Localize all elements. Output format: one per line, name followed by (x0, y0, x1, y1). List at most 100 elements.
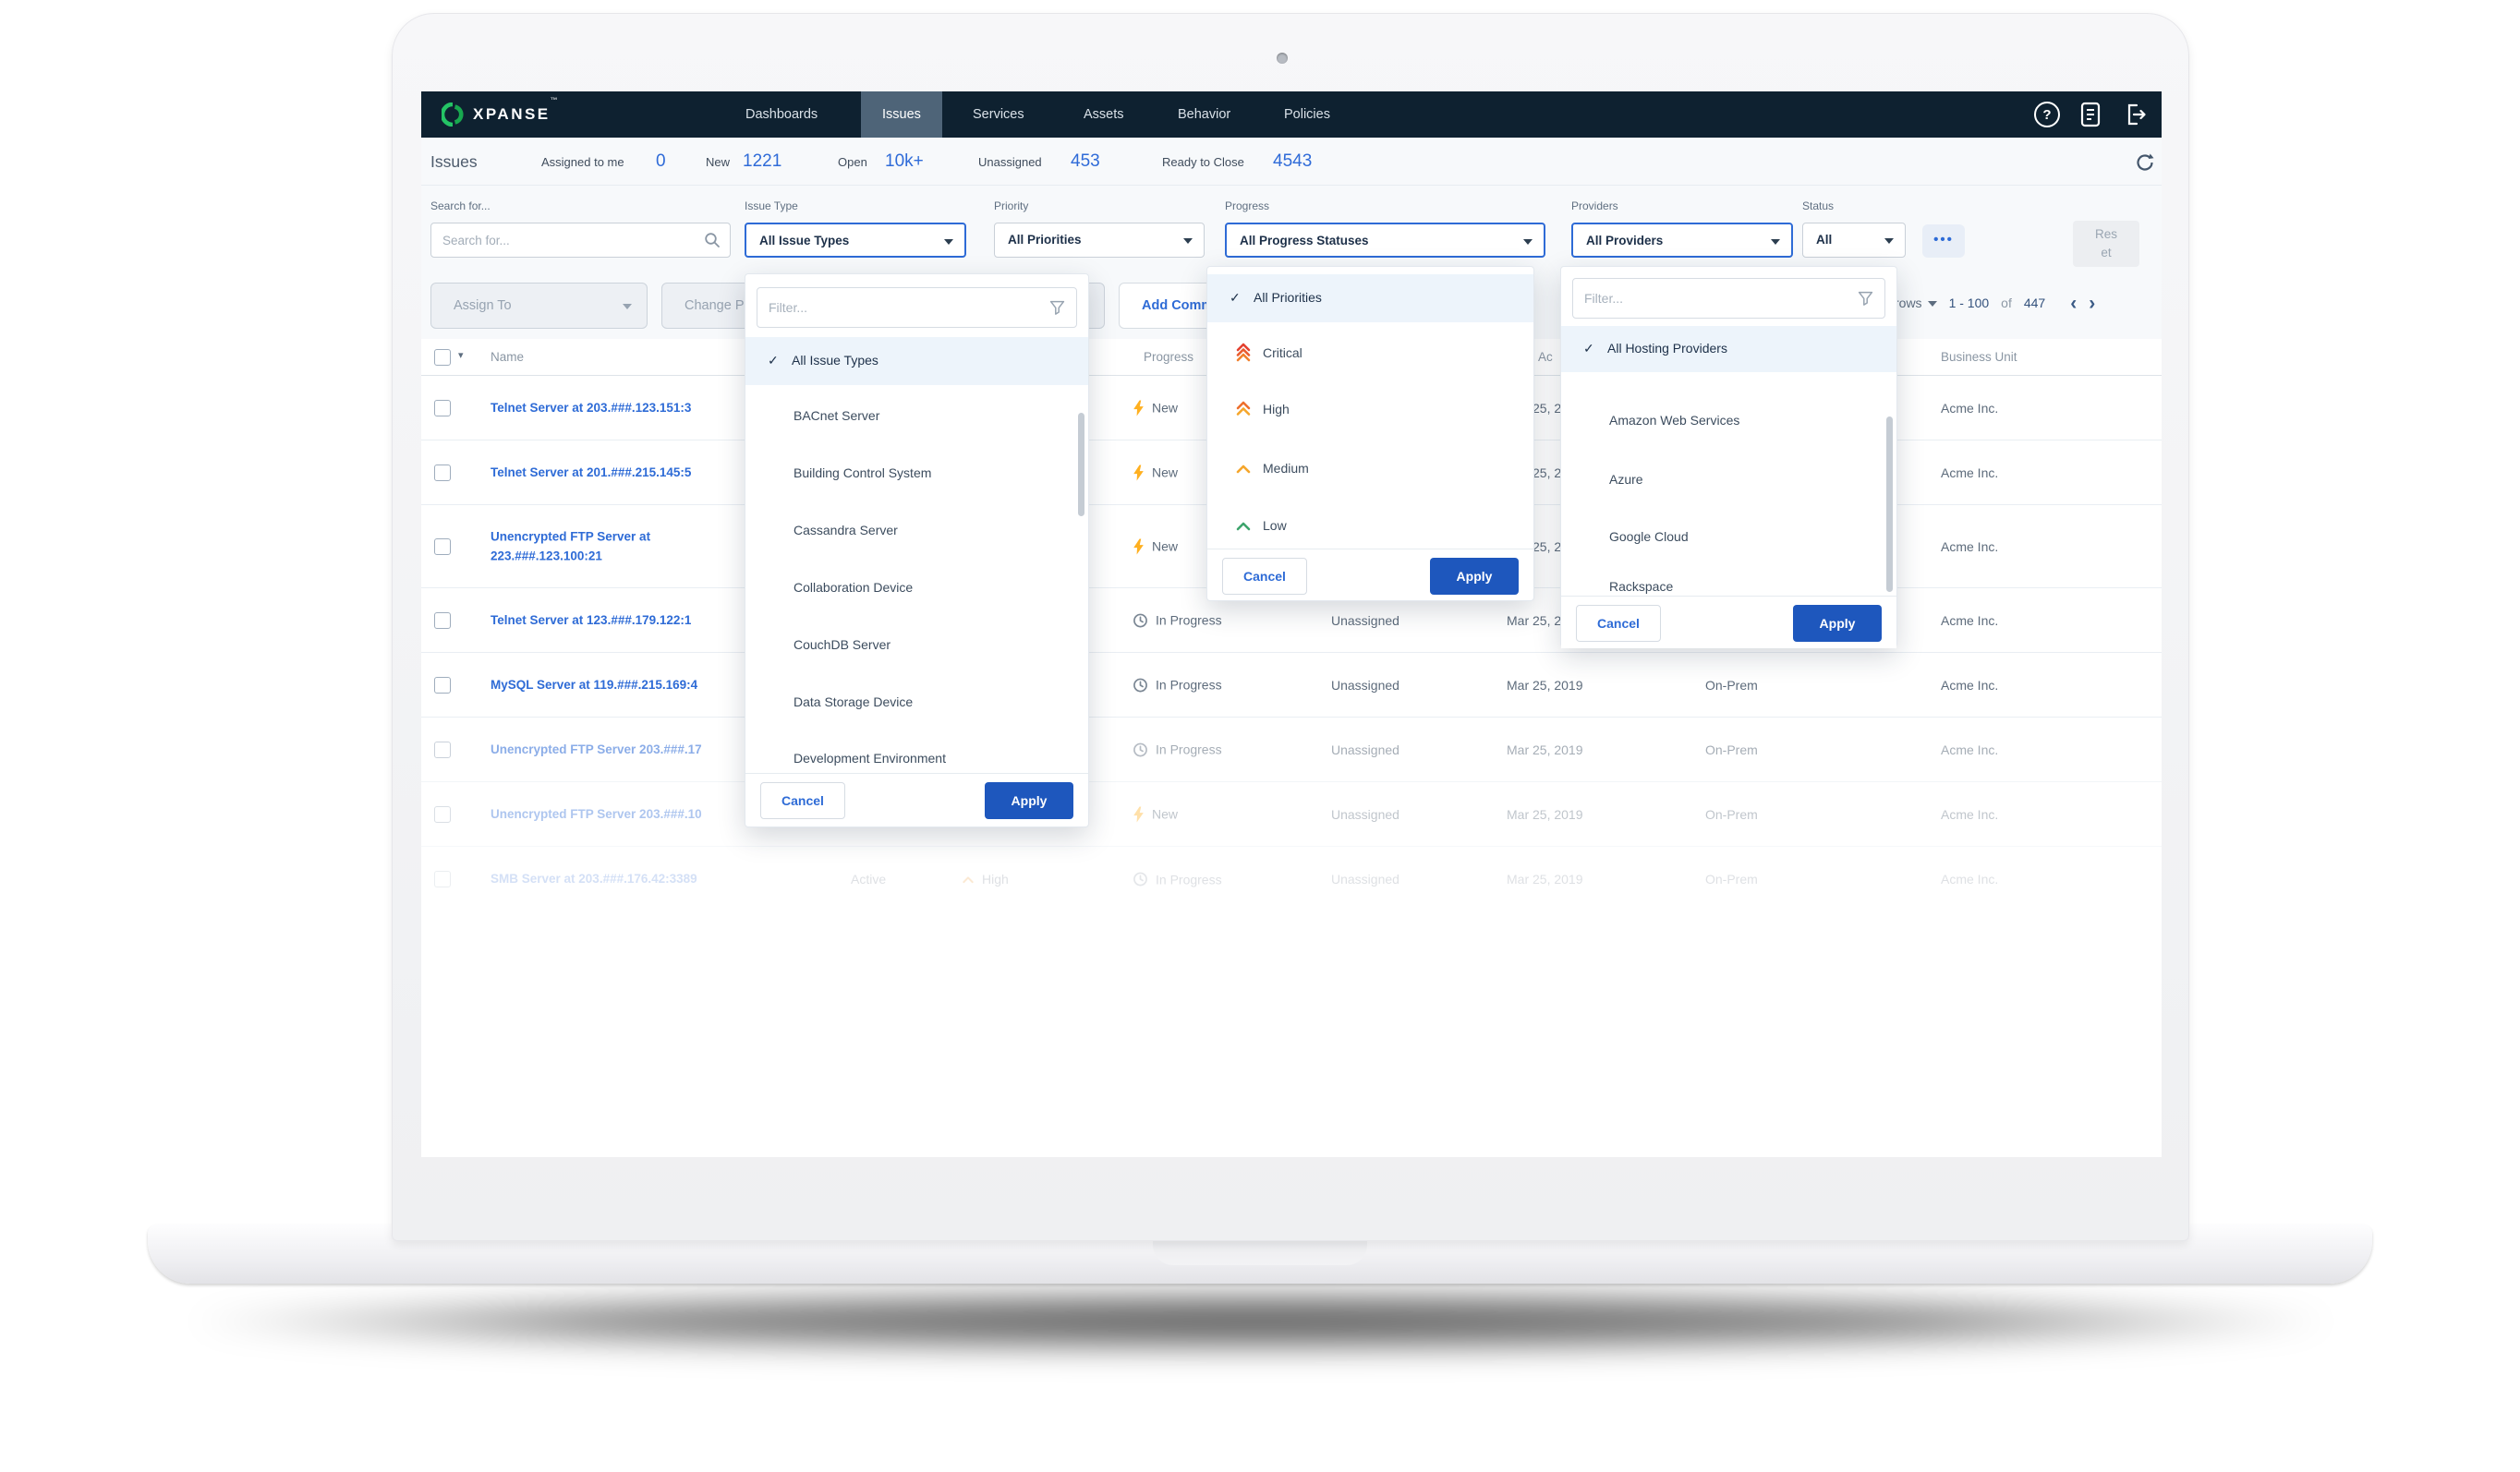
laptop-bezel: XPANSE™ Dashboards Issues Services Asset… (392, 13, 2189, 1241)
table-row: SMB Server at 203.###.176.42:3389 Active… (421, 847, 2162, 911)
funnel-icon (1049, 300, 1065, 315)
provider-option[interactable]: Azure (1609, 472, 1643, 487)
laptop-shadow (199, 1289, 2323, 1354)
issue-name-link[interactable]: Telnet Server at 201.###.215.145:5 (491, 465, 692, 479)
new-bolt-icon (1133, 538, 1144, 554)
providers-filter-input[interactable] (1584, 279, 1818, 318)
stat-label-assigned: Assigned to me (541, 155, 624, 169)
providers-option-all[interactable]: ✓ All Hosting Providers (1561, 326, 1896, 372)
nav-item-policies[interactable]: Policies (1284, 107, 1330, 122)
col-header-name[interactable]: Name (491, 350, 525, 364)
cancel-button[interactable]: Cancel (1576, 605, 1661, 642)
priority-option-high[interactable]: High (1235, 401, 1290, 416)
nav-item-services[interactable]: Services (973, 107, 1024, 122)
business-unit-cell: Acme Inc. (1941, 742, 1999, 757)
row-checkbox[interactable] (434, 806, 451, 823)
dropdown-scrollbar[interactable] (1078, 413, 1084, 516)
issue-type-option[interactable]: Development Environment (794, 751, 946, 766)
help-icon[interactable]: ? (2034, 102, 2062, 127)
next-page-button[interactable]: › (2089, 292, 2096, 314)
col-header-progress[interactable]: Progress (1144, 350, 1194, 364)
issue-type-label: Issue Type (745, 199, 798, 212)
nav-item-dashboards[interactable]: Dashboards (745, 107, 818, 122)
new-bolt-icon (1133, 465, 1144, 480)
row-checkbox[interactable] (434, 677, 451, 694)
chevron-down-icon (1523, 239, 1533, 245)
issue-type-option[interactable]: BACnet Server (794, 408, 880, 423)
logout-icon[interactable] (2123, 102, 2150, 127)
issue-name-link[interactable]: Telnet Server at 123.###.179.122:1 (491, 612, 692, 627)
business-unit-cell: Acme Inc. (1941, 677, 1999, 693)
nav-item-behavior[interactable]: Behavior (1178, 107, 1231, 122)
progress-select[interactable]: All Progress Statuses (1225, 223, 1545, 258)
top-nav: XPANSE™ Dashboards Issues Services Asset… (421, 91, 2162, 138)
progress-cell: New (1133, 538, 1178, 554)
issue-type-select[interactable]: All Issue Types (745, 223, 966, 258)
provider-option[interactable]: Amazon Web Services (1609, 413, 1740, 428)
issue-name-link[interactable]: Telnet Server at 203.###.123.151:3 (491, 400, 692, 415)
check-icon: ✓ (1583, 341, 1594, 356)
issue-type-option[interactable]: Collaboration Device (794, 580, 914, 595)
provider-option[interactable]: Rackspace (1609, 579, 1674, 594)
stat-value-unassigned[interactable]: 453 (1071, 151, 1100, 171)
issue-name-link[interactable]: Unencrypted FTP Server at 223.###.123.10… (491, 528, 651, 563)
issue-type-option[interactable]: CouchDB Server (794, 637, 891, 652)
priority-low-icon (1236, 522, 1251, 530)
in-progress-clock-icon (1133, 678, 1147, 692)
search-input[interactable] (442, 223, 701, 257)
check-icon: ✓ (768, 353, 779, 368)
status-select[interactable]: All (1802, 223, 1906, 258)
priority-option-critical[interactable]: Critical (1235, 343, 1302, 362)
row-checkbox[interactable] (434, 538, 451, 555)
stat-value-new[interactable]: 1221 (743, 151, 782, 171)
rows-per-page-select[interactable]: rows (1895, 296, 1937, 310)
issue-name-link[interactable]: MySQL Server at 119.###.215.169:4 (491, 677, 698, 692)
apply-button[interactable]: Apply (1793, 605, 1882, 642)
priority-high-icon (1236, 401, 1251, 416)
priority-option-all[interactable]: ✓ All Priorities (1207, 274, 1533, 322)
table-row: Unencrypted FTP Server 203.###.10 New Un… (421, 782, 2162, 847)
select-all-checkbox[interactable] (434, 349, 451, 366)
release-notes-icon[interactable] (2078, 102, 2106, 127)
row-checkbox[interactable] (434, 465, 451, 481)
issue-name-link[interactable]: SMB Server at 203.###.176.42:3389 (491, 872, 697, 887)
issue-name-link[interactable]: Unencrypted FTP Server 203.###.10 (491, 806, 702, 821)
col-header-business-unit[interactable]: Business Unit (1941, 350, 2017, 364)
issue-type-option[interactable]: Building Control System (794, 465, 932, 480)
provider-option[interactable]: Google Cloud (1609, 529, 1689, 544)
prev-page-button[interactable]: ‹ (2070, 292, 2078, 314)
row-checkbox[interactable] (434, 871, 451, 887)
apply-button[interactable]: Apply (1430, 558, 1519, 595)
providers-select[interactable]: All Providers (1571, 223, 1793, 258)
col-header-activity-fragment[interactable]: Ac (1538, 350, 1553, 364)
issue-type-option[interactable]: Cassandra Server (794, 523, 898, 537)
refresh-icon[interactable] (2134, 151, 2156, 174)
providers-dropdown-footer: Cancel Apply (1561, 596, 1896, 648)
cancel-button[interactable]: Cancel (1222, 558, 1307, 595)
row-checkbox[interactable] (434, 612, 451, 629)
assign-to-button[interactable]: Assign To (430, 283, 648, 329)
priority-select[interactable]: All Priorities (994, 223, 1205, 258)
issue-name-link[interactable]: Unencrypted FTP Server 203.###.17 (491, 742, 702, 756)
stat-value-assigned[interactable]: 0 (656, 151, 666, 171)
row-checkbox[interactable] (434, 400, 451, 416)
dropdown-scrollbar[interactable] (1886, 416, 1893, 592)
priority-option-medium[interactable]: Medium (1235, 461, 1309, 476)
cancel-button[interactable]: Cancel (760, 782, 845, 819)
priority-option-low[interactable]: Low (1235, 518, 1287, 533)
issue-type-option-all[interactable]: ✓ All Issue Types (745, 337, 1088, 385)
select-all-caret-icon[interactable]: ▾ (458, 350, 464, 361)
row-checkbox[interactable] (434, 742, 451, 758)
issue-type-filter-input[interactable] (769, 288, 1008, 327)
progress-cell: New (1133, 806, 1178, 822)
apply-button[interactable]: Apply (985, 782, 1073, 819)
stat-value-open[interactable]: 10k+ (885, 151, 924, 171)
more-filters-button[interactable]: ••• (1922, 224, 1965, 258)
status-cell: Active (851, 872, 887, 887)
chevron-down-icon (1884, 238, 1894, 244)
reset-button[interactable]: Reset (2073, 221, 2139, 267)
nav-item-assets[interactable]: Assets (1084, 107, 1124, 122)
stat-value-ready-to-close[interactable]: 4543 (1273, 151, 1313, 171)
nav-item-issues[interactable]: Issues (861, 91, 942, 138)
issue-type-option[interactable]: Data Storage Device (794, 694, 914, 709)
